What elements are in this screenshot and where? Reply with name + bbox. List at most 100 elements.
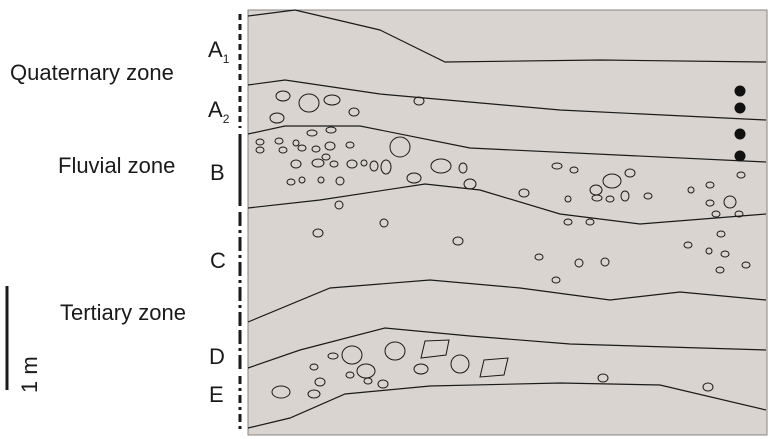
pebble [458, 162, 468, 174]
pebble [413, 363, 429, 375]
zone-label-quaternary: Quaternary zone [10, 60, 174, 85]
pebble [323, 94, 341, 106]
boundary-b-c [247, 183, 767, 225]
pebble [360, 159, 368, 167]
pebble [600, 257, 610, 267]
pebble [430, 158, 452, 174]
pebble [311, 145, 321, 153]
pebble [563, 218, 573, 226]
scale-bar-label: 1 m [17, 356, 42, 393]
pebble [325, 126, 337, 134]
pebble [314, 377, 326, 387]
pebble [643, 192, 653, 200]
pebble [591, 194, 603, 202]
pebble [711, 210, 721, 218]
pebble [564, 195, 572, 203]
pebble [534, 253, 544, 261]
horizon-label-a2: A2 [208, 97, 230, 126]
pebble [307, 389, 321, 399]
pebble [309, 363, 319, 371]
scale-bar: 1 m [5, 286, 42, 393]
pebble [297, 144, 307, 152]
pebble [329, 160, 339, 168]
pebble [363, 377, 373, 385]
pebble [723, 195, 737, 209]
angular-clast [479, 357, 509, 378]
pebble [345, 141, 355, 149]
pebble [306, 129, 318, 137]
pebble [720, 250, 730, 258]
pebble [605, 195, 615, 203]
sample-dot [734, 85, 746, 97]
pebble [335, 176, 345, 186]
pebble [286, 178, 296, 186]
pebble [597, 373, 609, 383]
boundary-top-a1 [247, 9, 767, 63]
horizon-label-c: C [210, 248, 226, 273]
pebble [702, 382, 714, 392]
pebble [377, 379, 389, 389]
boundary-c-d [247, 279, 767, 323]
zone-label-fluvial: Fluvial zone [58, 153, 175, 178]
angular-clast [420, 339, 450, 359]
sample-points [734, 85, 746, 162]
pebble [255, 146, 265, 154]
profile-section [247, 9, 768, 436]
angular-clasts [420, 339, 509, 378]
zone-label-tertiary: Tertiary zone [60, 300, 186, 325]
pebble [327, 352, 339, 360]
pebble [569, 166, 579, 174]
pebble [705, 247, 713, 255]
pebble [620, 190, 630, 202]
horizon-label-e: E [209, 382, 224, 407]
pebble [311, 158, 325, 168]
pebble [290, 159, 302, 169]
pebble [683, 241, 693, 249]
pebble [716, 230, 726, 238]
pebble [317, 176, 325, 184]
pebble [450, 354, 470, 374]
pebble [269, 112, 285, 124]
pebble [298, 93, 320, 113]
sample-dot [734, 128, 746, 140]
pebble [334, 200, 344, 210]
pebble [413, 96, 425, 106]
pebble [574, 258, 584, 268]
pebble [518, 188, 530, 198]
pebble [602, 173, 622, 189]
pebble [384, 341, 406, 361]
pebble [324, 141, 336, 151]
pebble [715, 266, 725, 274]
sample-dot [734, 150, 746, 162]
pebble [452, 236, 464, 246]
pebble [705, 181, 715, 189]
pebble [624, 168, 636, 178]
pebble [348, 107, 360, 117]
pebble [278, 146, 288, 154]
pebble [274, 137, 284, 145]
pebble [389, 136, 411, 158]
horizon-label-d: D [209, 344, 225, 369]
pebble [585, 218, 595, 226]
pebble [406, 172, 422, 184]
pebble [380, 159, 392, 175]
pebble [551, 162, 563, 170]
pebble [321, 153, 331, 161]
sample-dot [734, 102, 746, 114]
boundary-a2-b [247, 125, 767, 163]
pebble [346, 159, 358, 169]
pebble [275, 90, 291, 102]
pebble [687, 186, 695, 194]
boundary-a1-a2 [247, 79, 767, 121]
horizon-label-a1: A1 [208, 37, 230, 66]
pebble [271, 385, 291, 399]
layer-boundaries [247, 9, 767, 429]
pebble [255, 138, 265, 146]
pebble [341, 345, 363, 365]
pebble [736, 171, 746, 179]
boundary-d-e-lower [247, 382, 767, 429]
pebble [551, 276, 561, 284]
pebble [379, 218, 389, 228]
zone-labels: Quaternary zone Fluvial zone Tertiary zo… [10, 60, 186, 325]
